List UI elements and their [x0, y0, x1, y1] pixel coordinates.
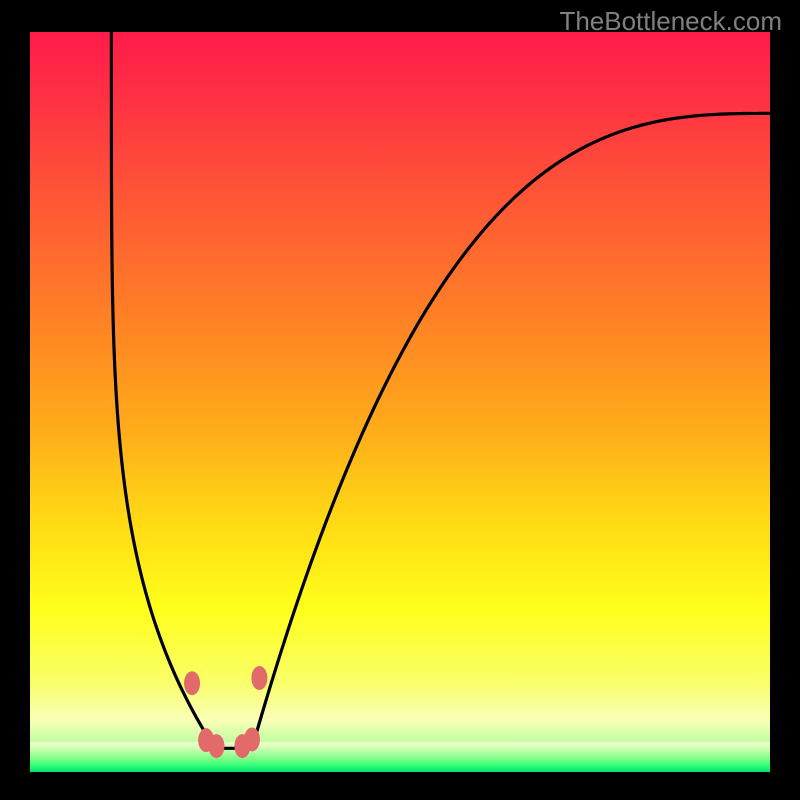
plot-area: [30, 32, 770, 772]
bead-marker: [208, 734, 224, 758]
bottleneck-curve-left: [111, 32, 215, 748]
watermark-text: TheBottleneck.com: [559, 6, 782, 37]
bead-marker: [251, 666, 267, 690]
bead-markers: [184, 666, 267, 758]
chart-container: TheBottleneck.com: [0, 0, 800, 800]
bead-marker: [244, 727, 260, 751]
curve-layer: [30, 32, 770, 772]
bead-marker: [184, 671, 200, 695]
bottleneck-curve-right: [252, 113, 770, 748]
